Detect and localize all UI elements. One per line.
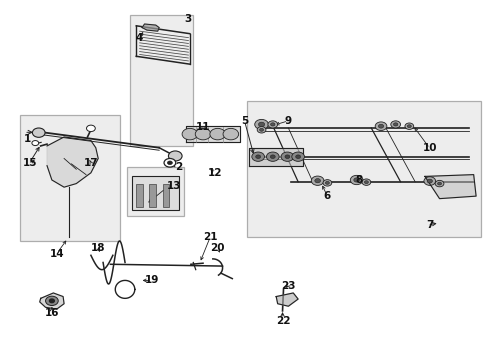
Text: 21: 21 [203,232,217,242]
Circle shape [259,129,263,131]
Text: 1: 1 [24,134,31,144]
Circle shape [257,127,265,133]
Circle shape [266,152,279,161]
Circle shape [223,129,238,140]
Circle shape [45,296,58,306]
Text: 11: 11 [195,122,210,132]
Circle shape [423,177,435,185]
Circle shape [349,175,362,185]
Circle shape [325,181,329,184]
Circle shape [427,179,431,183]
Circle shape [168,151,182,161]
Text: 5: 5 [241,116,247,126]
Text: 4: 4 [136,33,143,43]
Polygon shape [276,293,298,306]
Circle shape [270,123,274,126]
Text: 2: 2 [175,162,182,172]
Circle shape [407,125,410,128]
Text: 18: 18 [91,243,105,253]
Text: 14: 14 [49,248,64,258]
Circle shape [32,128,45,137]
Circle shape [353,178,359,182]
Circle shape [291,152,304,161]
Circle shape [285,155,289,158]
Circle shape [295,155,300,158]
Text: 7: 7 [425,220,432,230]
Bar [162,184,169,207]
Bar [136,184,143,207]
Text: 12: 12 [207,168,222,178]
Circle shape [258,122,264,127]
Text: 9: 9 [284,116,291,126]
Circle shape [182,129,197,140]
Polygon shape [142,24,159,31]
Bar [246,101,480,237]
Circle shape [267,121,277,128]
Circle shape [281,152,293,161]
Circle shape [390,121,400,128]
Circle shape [49,299,54,303]
Circle shape [255,155,260,158]
Bar [20,116,120,241]
Text: 17: 17 [83,158,98,168]
Circle shape [437,182,441,185]
Polygon shape [424,175,475,199]
Circle shape [378,124,383,128]
Circle shape [314,179,320,183]
Circle shape [374,122,386,131]
Bar [149,184,156,207]
Text: 15: 15 [22,158,37,168]
Text: 10: 10 [422,143,436,153]
Text: 23: 23 [281,281,295,291]
Circle shape [404,123,413,130]
Circle shape [32,140,39,145]
Circle shape [434,180,443,187]
Text: 3: 3 [184,14,192,24]
Text: 19: 19 [144,275,159,285]
Circle shape [195,129,210,140]
Circle shape [393,123,397,126]
Text: 6: 6 [323,191,330,201]
Circle shape [270,155,275,158]
Circle shape [361,179,370,185]
Polygon shape [185,126,239,142]
Bar [130,15,193,146]
Polygon shape [249,148,303,166]
Circle shape [311,176,324,185]
Polygon shape [40,293,64,309]
Circle shape [251,152,264,161]
Circle shape [323,180,331,186]
Text: 16: 16 [44,309,59,318]
Circle shape [209,129,225,140]
Bar [127,167,183,216]
Bar [132,176,178,211]
Text: 20: 20 [210,243,224,253]
Circle shape [163,158,175,167]
Circle shape [254,120,268,130]
Circle shape [167,161,172,165]
Text: 13: 13 [166,181,181,192]
Polygon shape [47,137,98,187]
Text: 8: 8 [355,175,362,185]
Text: 22: 22 [276,316,290,325]
Circle shape [364,181,367,184]
Circle shape [86,125,95,132]
